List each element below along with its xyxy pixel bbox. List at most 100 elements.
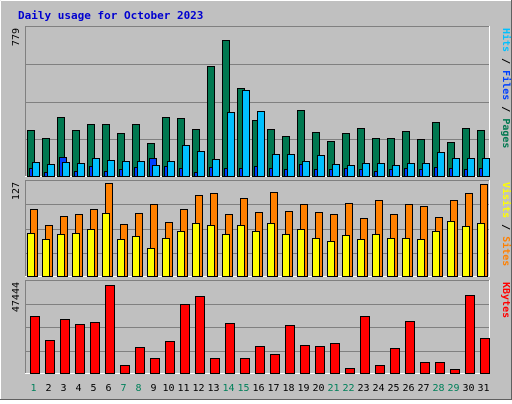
bar-hits-day-4 <box>77 163 85 177</box>
ymax-label: 47444 <box>11 282 22 312</box>
legend-sites: Sites <box>500 236 512 266</box>
x-tick-label-day-6: 6 <box>105 383 111 394</box>
bar-hits-day-25 <box>392 165 400 177</box>
bar-hits-day-30 <box>467 158 475 177</box>
bar-kbytes-day-27 <box>420 362 430 374</box>
panel-hits-files-pages: 779 <box>11 26 490 177</box>
legend-panel-3: KBytes <box>500 282 511 318</box>
bar-kbytes-day-17 <box>270 354 280 374</box>
bar-kbytes-day-7 <box>120 365 130 374</box>
bar-hits-day-18 <box>287 154 295 177</box>
legend-panel-1: Hits / Files / Pages <box>500 28 512 148</box>
bar-kbytes-day-22 <box>345 368 355 374</box>
legend-panel-2: Visits / Sites <box>500 182 512 266</box>
bar-visits-day-27 <box>417 239 425 277</box>
bar-visits-day-14 <box>222 234 230 277</box>
bar-hits-day-28 <box>437 152 445 177</box>
x-tick-label-day-7: 7 <box>120 383 126 394</box>
x-tick-label-day-17: 17 <box>267 383 279 394</box>
x-tick-label-day-26: 26 <box>402 383 414 394</box>
bar-visits-day-26 <box>402 238 410 277</box>
bar-hits-day-21 <box>332 164 340 177</box>
x-tick-label-day-31: 31 <box>477 383 489 394</box>
legend-pages: Pages <box>500 118 511 148</box>
bar-visits-day-2 <box>42 239 50 277</box>
bar-hits-day-2 <box>47 164 55 177</box>
x-tick-label-day-20: 20 <box>312 383 324 394</box>
x-tick-label-day-21: 21 <box>327 383 339 394</box>
bar-hits-day-27 <box>422 163 430 177</box>
x-tick-label-day-30: 30 <box>462 383 474 394</box>
bar-visits-day-21 <box>327 241 335 277</box>
bar-hits-day-26 <box>407 163 415 177</box>
bar-kbytes-day-30 <box>465 295 475 374</box>
bar-kbytes-day-9 <box>150 358 160 374</box>
legend-visits: Visits <box>500 182 512 218</box>
bar-hits-day-3 <box>62 162 70 177</box>
bar-kbytes-day-16 <box>255 346 265 374</box>
x-tick-label-day-18: 18 <box>282 383 294 394</box>
bar-hits-day-24 <box>377 163 385 177</box>
x-tick-label-day-22: 22 <box>342 383 354 394</box>
bar-kbytes-day-21 <box>330 343 340 374</box>
bar-kbytes-day-4 <box>75 324 85 374</box>
bar-hits-day-20 <box>317 155 325 177</box>
bar-visits-day-16 <box>252 231 260 277</box>
bar-kbytes-day-13 <box>210 358 220 374</box>
bar-visits-day-22 <box>342 235 350 277</box>
bar-kbytes-day-10 <box>165 341 175 374</box>
legend-separator: / <box>500 218 511 236</box>
bar-hits-day-23 <box>362 163 370 177</box>
bar-hits-day-13 <box>212 159 220 177</box>
bar-hits-day-9 <box>152 165 160 177</box>
bar-visits-day-11 <box>177 231 185 277</box>
bar-kbytes-day-18 <box>285 325 295 374</box>
bar-kbytes-day-6 <box>105 285 115 374</box>
bar-kbytes-day-8 <box>135 347 145 374</box>
bar-visits-day-17 <box>267 223 275 277</box>
x-tick-label-day-23: 23 <box>357 383 369 394</box>
x-tick-label-day-4: 4 <box>75 383 81 394</box>
x-tick-label-day-15: 15 <box>237 383 249 394</box>
panel-kbytes: 47444 <box>11 280 490 374</box>
bar-hits-day-6 <box>107 160 115 177</box>
bar-hits-day-19 <box>302 161 310 177</box>
bar-visits-day-28 <box>432 231 440 277</box>
legend-separator: / <box>500 52 511 70</box>
bar-visits-day-7 <box>117 239 125 277</box>
bar-visits-day-24 <box>372 234 380 277</box>
bar-visits-day-9 <box>147 248 155 277</box>
x-tick-label-day-14: 14 <box>222 383 234 394</box>
panel-sites-visits: 127 <box>11 180 490 277</box>
bar-kbytes-day-5 <box>90 322 100 374</box>
bar-hits-day-22 <box>347 165 355 177</box>
legend-files: Files <box>500 70 512 100</box>
x-tick-label-day-24: 24 <box>372 383 384 394</box>
bar-visits-day-1 <box>27 233 35 277</box>
bar-kbytes-day-20 <box>315 346 325 374</box>
bar-visits-day-31 <box>477 223 485 277</box>
x-tick-label-day-29: 29 <box>447 383 459 394</box>
chart-title: Daily usage for October 2023 <box>18 9 203 22</box>
x-tick-label-day-1: 1 <box>30 383 36 394</box>
bar-visits-day-20 <box>312 238 320 277</box>
x-tick-label-day-5: 5 <box>90 383 96 394</box>
bar-visits-day-6 <box>102 213 110 277</box>
bar-hits-day-11 <box>182 145 190 177</box>
bar-hits-day-15 <box>242 90 250 177</box>
bar-hits-day-14 <box>227 112 235 177</box>
bar-hits-day-29 <box>452 158 460 177</box>
x-tick-label-day-16: 16 <box>252 383 264 394</box>
bar-kbytes-day-25 <box>390 348 400 374</box>
bar-hits-day-16 <box>257 111 265 177</box>
x-tick-label-day-9: 9 <box>150 383 156 394</box>
bar-visits-day-29 <box>447 221 455 277</box>
bar-hits-day-17 <box>272 154 280 177</box>
x-tick-label-day-12: 12 <box>192 383 204 394</box>
bar-kbytes-day-24 <box>375 365 385 374</box>
bar-visits-day-18 <box>282 234 290 277</box>
bar-kbytes-day-3 <box>60 319 70 374</box>
legend-hits: Hits <box>500 28 512 52</box>
bar-kbytes-day-1 <box>30 316 40 374</box>
bar-hits-day-31 <box>482 158 490 177</box>
